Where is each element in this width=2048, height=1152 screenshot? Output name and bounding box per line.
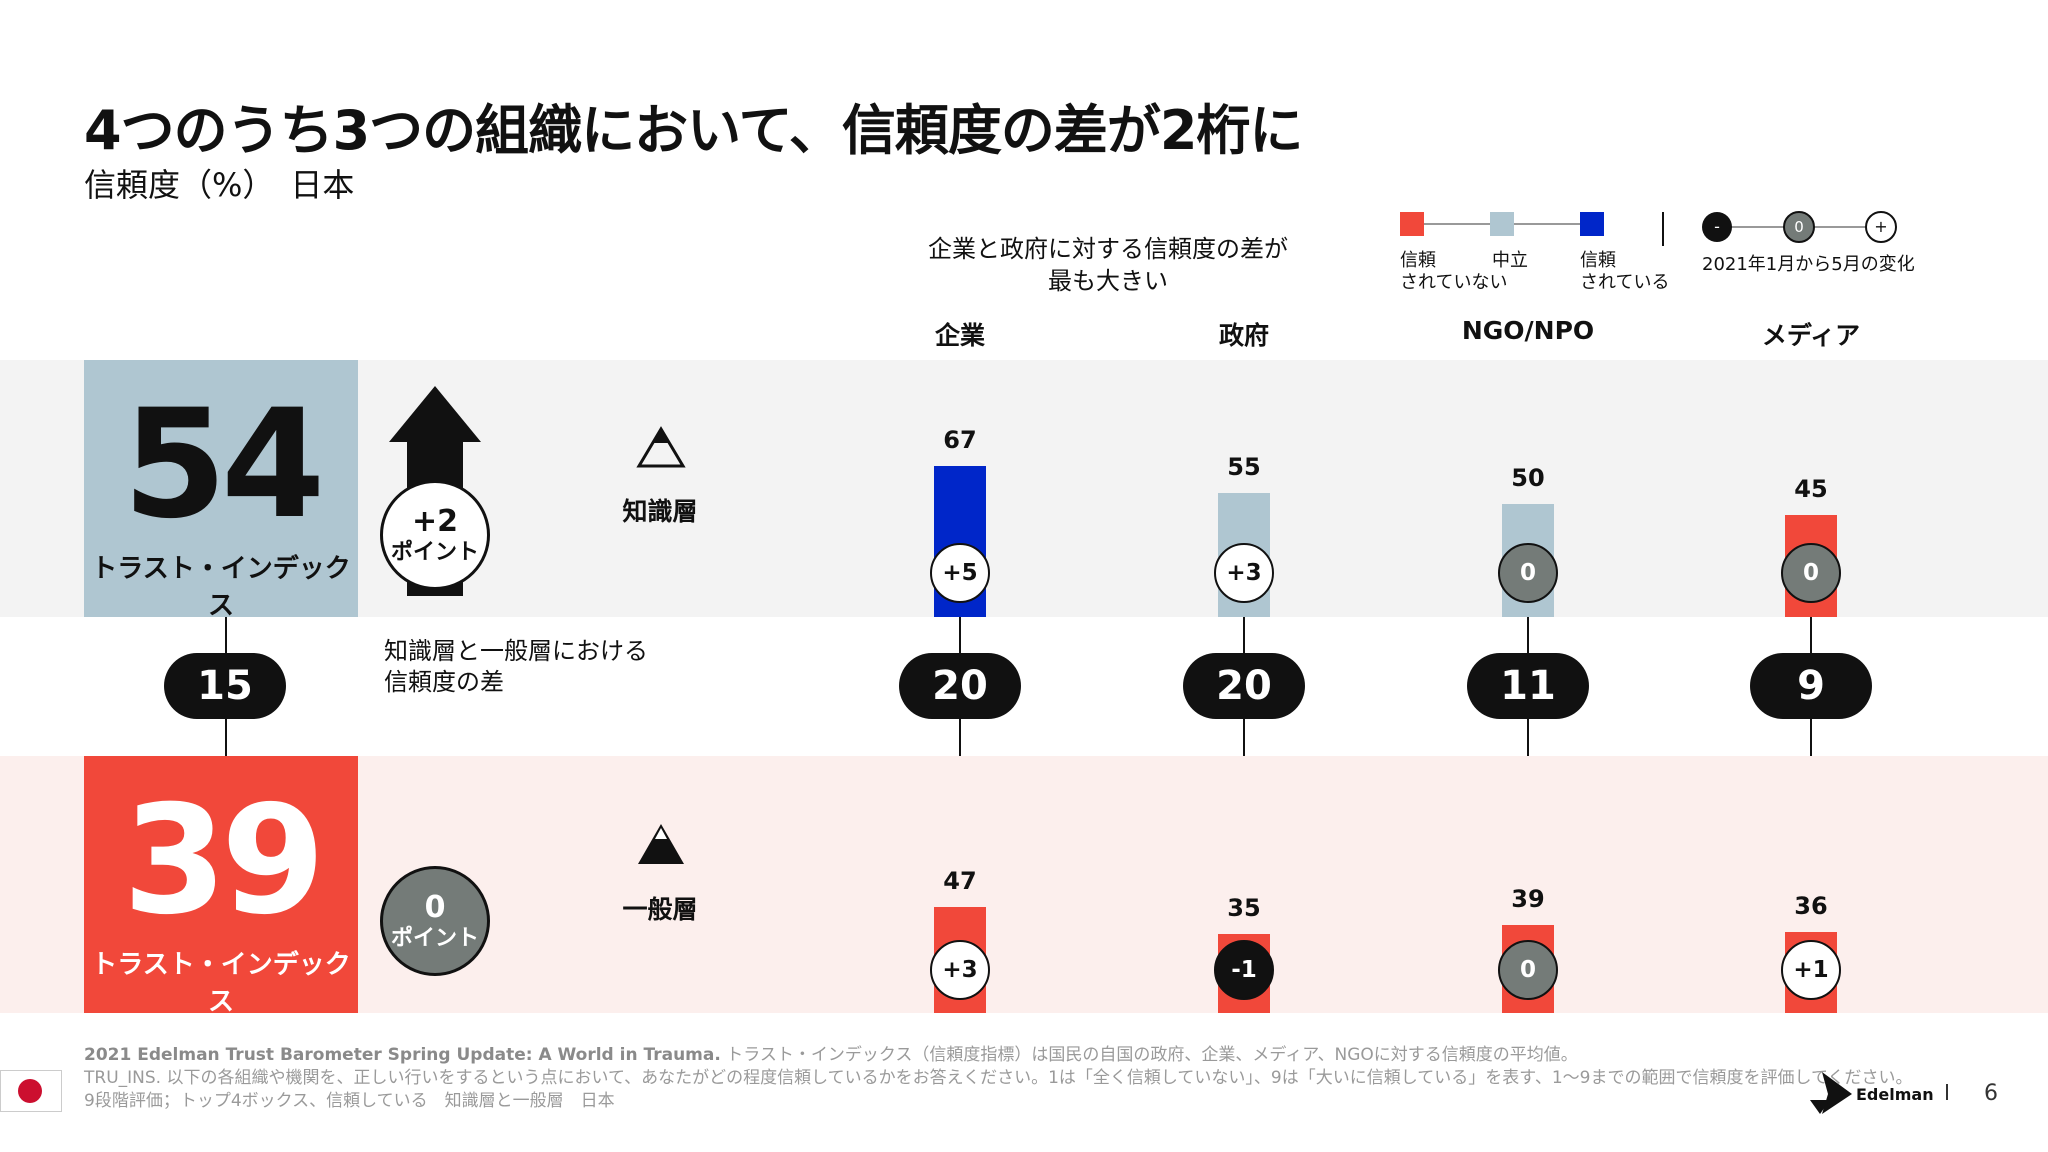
legend-decrease-text: -	[1714, 217, 1720, 236]
arrow-up-icon	[389, 386, 481, 442]
change-circle: -1	[1214, 940, 1274, 1000]
legend-change-symbols: - 0 +	[1702, 211, 1897, 243]
legend-distrust-swatch	[1400, 212, 1424, 236]
change-value: 0	[1802, 560, 1819, 586]
gap-value: 11	[1500, 663, 1556, 709]
change-value: +3	[1226, 560, 1262, 586]
gap-label-line2: 信頼度の差	[384, 668, 504, 696]
bar-value-label: 50	[1511, 464, 1545, 492]
general-change-value: 0	[424, 890, 446, 926]
gap-value: 20	[1216, 663, 1272, 709]
legend-distrust-label: 信頼 されていない	[1400, 250, 1507, 294]
gap-pill: 20	[899, 653, 1021, 719]
bar-value-label: 45	[1794, 475, 1828, 504]
gap-label: 知識層と一般層における 信頼度の差	[384, 636, 648, 698]
change-value: -1	[1231, 957, 1257, 983]
index-gap-pill: 15	[164, 653, 286, 719]
footer-line1: 2021 Edelman Trust Barometer Spring Upda…	[84, 1044, 1912, 1067]
gap-value: 9	[1797, 663, 1825, 709]
informed-trust-index-label: トラスト・インデックス	[91, 554, 351, 621]
legend-change-label: 2021年1月から5月の変化	[1702, 254, 1915, 275]
footer-notes: 2021 Edelman Trust Barometer Spring Upda…	[84, 1044, 1912, 1113]
bar-value-label: 35	[1227, 893, 1261, 922]
column-header: NGO/NPO	[1461, 316, 1595, 345]
gap-pill: 20	[1183, 653, 1305, 719]
edelman-logo-icon	[1810, 1072, 1852, 1114]
column-header: 企業	[934, 321, 985, 350]
gap-pill: 9	[1750, 653, 1872, 719]
column-header: 政府	[1218, 321, 1269, 350]
change-value: 0	[1519, 957, 1536, 983]
legend-nochange-symbol	[1783, 211, 1815, 243]
legend-trust-label: 信頼 されている	[1580, 250, 1669, 294]
bar-value-label: 55	[1227, 452, 1261, 481]
general-change-unit: ポイント	[390, 925, 479, 951]
informed-triangle-icon	[636, 426, 686, 468]
change-circle: 0	[1498, 940, 1558, 1000]
informed-change-circle: +2 ポイント	[380, 480, 490, 590]
gap-label-line1: 知識層と一般層における	[384, 637, 648, 665]
informed-trust-index-value: 54	[122, 378, 326, 552]
annotation: 企業と政府に対する信頼度の差が 最も大きい	[908, 233, 1308, 297]
legend-nochange-text: 0	[1794, 218, 1804, 236]
informed-segment-label: 知識層	[622, 497, 698, 526]
change-value: +3	[942, 957, 978, 983]
legend-trust-line2: されている	[1580, 272, 1670, 293]
bar-value-label: 39	[1511, 884, 1545, 913]
general-trust-index-value: 39	[122, 774, 326, 948]
page-title: 4つのうち3つの組織において、信頼度の差が2桁に	[84, 99, 1303, 162]
change-circle: +5	[930, 543, 990, 603]
general-trust-index-box: 39 トラスト・インデックス	[84, 756, 358, 1017]
page-subtitle: 信頼度（%） 日本	[84, 166, 355, 204]
change-circle: 0	[1781, 543, 1841, 603]
annotation-line2: 最も大きい	[1048, 267, 1168, 295]
column-header: メディア	[1761, 321, 1861, 350]
gap-pill: 11	[1467, 653, 1589, 719]
legend-trust-swatch	[1580, 212, 1604, 236]
informed-change-unit: ポイント	[390, 539, 479, 565]
general-trust-index-label: トラスト・インデックス	[91, 950, 351, 1017]
change-circle: +3	[1214, 543, 1274, 603]
change-circle: +1	[1781, 940, 1841, 1000]
change-value: 0	[1519, 560, 1536, 586]
general-triangle-icon	[638, 824, 684, 864]
general-segment-label: 一般層	[622, 895, 698, 924]
legend-divider	[1662, 212, 1664, 246]
informed-trust-index-box: 54 トラスト・インデックス	[84, 360, 358, 621]
legend-neutral-label: 中立	[1492, 250, 1528, 271]
legend-distrust-line1: 信頼	[1400, 250, 1436, 271]
bar-value-label: 67	[943, 425, 977, 454]
change-circle: +3	[930, 940, 990, 1000]
change-value: +5	[942, 560, 978, 586]
legend-neutral-swatch	[1490, 212, 1514, 236]
footer-source: 2021 Edelman Trust Barometer Spring Upda…	[84, 1045, 721, 1065]
legend-scale-swatches	[1400, 212, 1604, 236]
footer-divider	[1946, 1084, 1948, 1100]
change-circle: 0	[1498, 543, 1558, 603]
legend-distrust-line2: されていない	[1400, 272, 1508, 293]
general-change-circle: 0 ポイント	[380, 866, 490, 976]
footer-line2: TRU_INS. 以下の各組織や機関を、正しい行いをするという点において、あなた…	[84, 1068, 1913, 1088]
legend-increase-symbol	[1865, 211, 1897, 243]
japan-flag-icon	[0, 1070, 62, 1112]
bar-value-label: 36	[1794, 891, 1828, 920]
informed-change-value: +2	[411, 504, 458, 540]
footer-line3: 9段階評価；トップ4ボックス、信頼している 知識層と一般層 日本	[84, 1091, 615, 1111]
brand-logo-text: Edelman	[1856, 1085, 1934, 1104]
legend-decrease-symbol	[1702, 212, 1732, 242]
page-number: 6	[1984, 1081, 1998, 1106]
bar-value-label: 47	[943, 866, 977, 895]
legend-increase-text: +	[1874, 217, 1887, 236]
legend-trust-line1: 信頼	[1580, 250, 1616, 271]
footer-line1-text: トラスト・インデックス（信頼度指標）は国民の自国の政府、企業、メディア、NGOに…	[720, 1045, 1578, 1065]
gap-value: 20	[932, 663, 988, 709]
annotation-line1: 企業と政府に対する信頼度の差が	[928, 235, 1288, 263]
change-value: +1	[1793, 957, 1829, 983]
index-gap-value: 15	[197, 663, 253, 709]
